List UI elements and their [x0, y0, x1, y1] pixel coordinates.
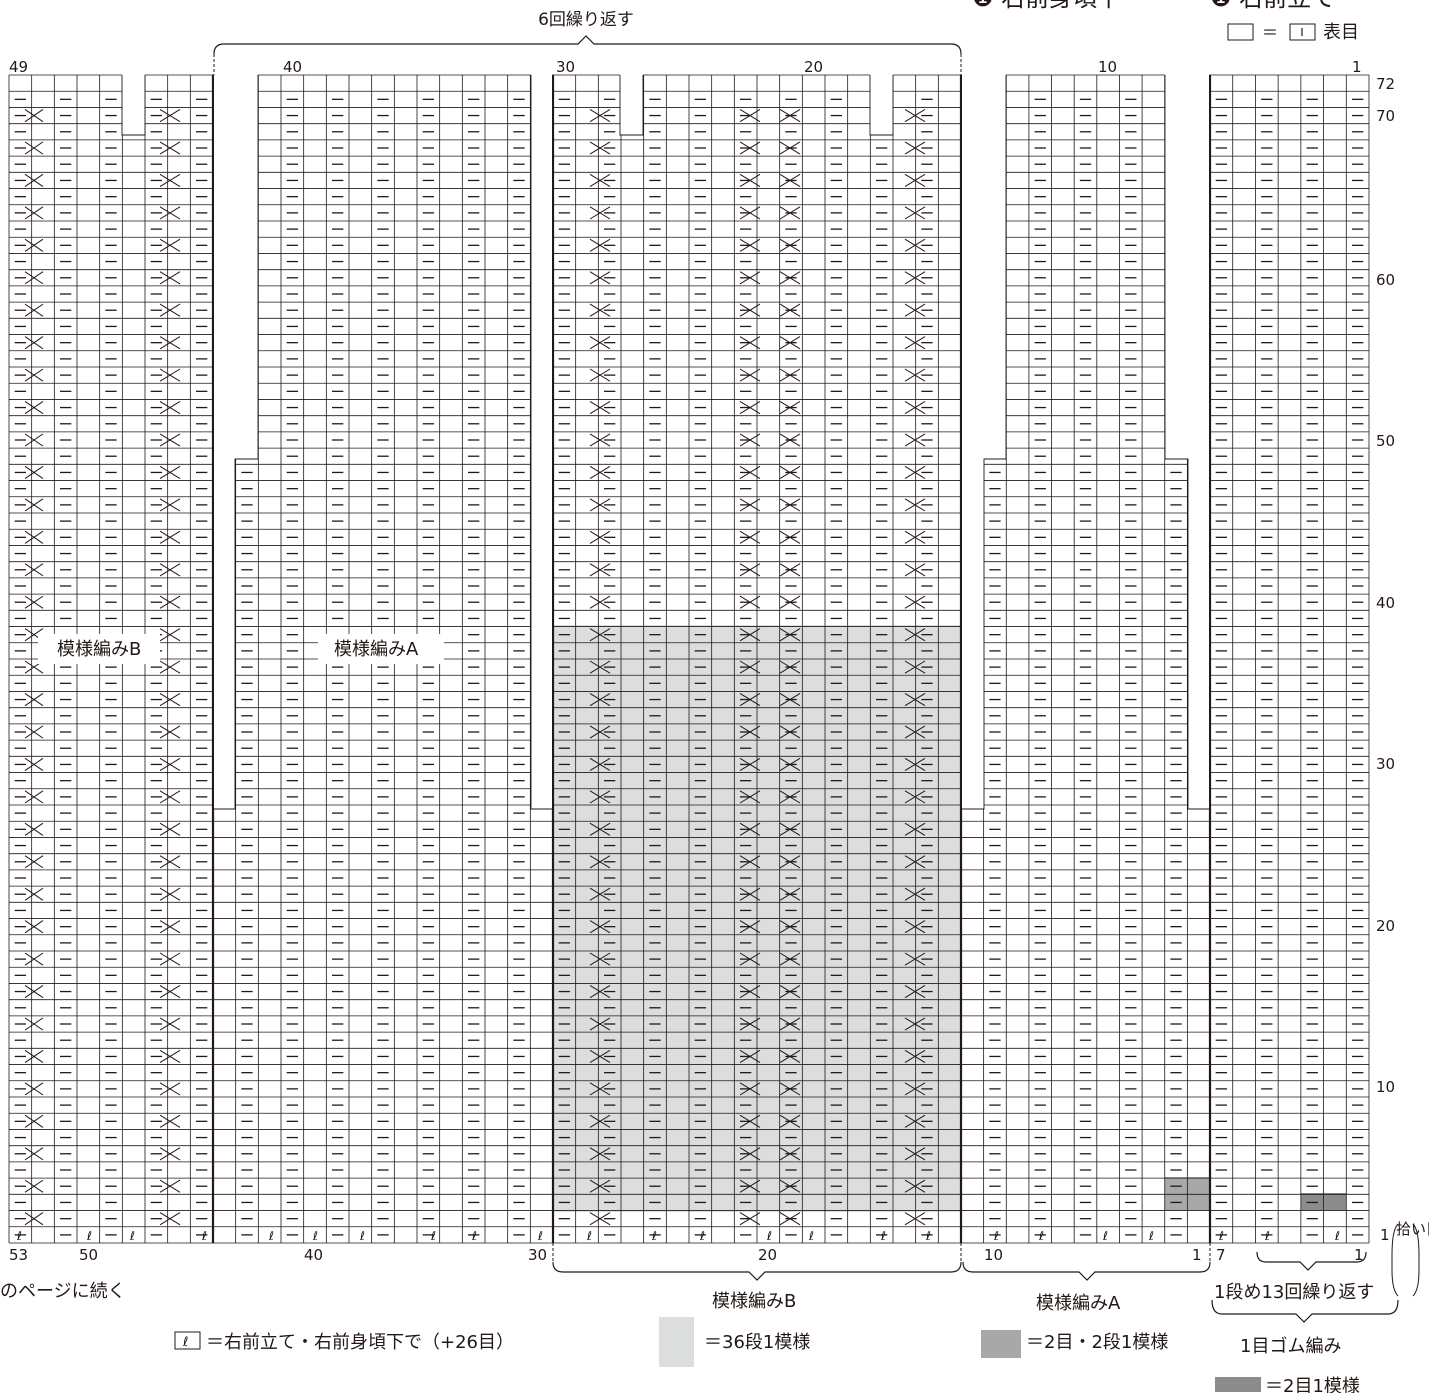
bottom-number: 20	[758, 1246, 777, 1264]
pickup-symbol: ℓ	[312, 1229, 318, 1243]
pickup-symbol: ℓ	[925, 1229, 931, 1243]
knit-symbol-empty	[1227, 23, 1254, 41]
bottom-number: 53	[9, 1246, 28, 1264]
pickup-symbol: ℓ	[766, 1229, 772, 1243]
row-number: 10	[1376, 1078, 1395, 1096]
bottom-number: 1	[1354, 1246, 1364, 1264]
pickup-symbol: ℓ	[201, 1229, 207, 1243]
pattern-b-label: 模様編みB	[712, 1291, 796, 1312]
repeat-label: 6回繰り返す	[538, 10, 634, 30]
pickup-symbol: ℓ	[268, 1229, 274, 1243]
bottom-braces	[552, 1251, 1399, 1323]
light-shade-legend-text: ＝36段1模様	[704, 1332, 810, 1353]
row-number: 70	[1376, 107, 1395, 125]
bottom-number: 1	[1192, 1246, 1202, 1264]
row-number: 1	[1380, 1226, 1390, 1244]
bottom-number: 40	[304, 1246, 323, 1264]
pattern-b-inner-bg	[38, 634, 160, 664]
rib-repeat-label: 1段め13回繰り返す	[1214, 1282, 1374, 1303]
pickup-symbol: ℓ	[808, 1229, 814, 1243]
pickup-symbol: ℓ	[129, 1229, 135, 1243]
dark-shade-legend-text: ＝2目1模様	[1265, 1376, 1360, 1393]
pickup-symbol: ℓ	[1038, 1229, 1044, 1243]
bottom-number: 7	[1216, 1246, 1226, 1264]
row-number: 50	[1376, 432, 1395, 450]
partial-header-right: ❶ 右前立て	[1210, 0, 1335, 12]
pickup-symbol: ℓ	[1334, 1229, 1340, 1243]
row-number: 20	[1376, 917, 1395, 935]
row-number: 60	[1376, 271, 1395, 289]
symbol-legend-text: 表目	[1323, 22, 1359, 43]
bottom-number: 50	[79, 1246, 98, 1264]
top-number: 1	[1352, 58, 1362, 76]
pattern-b-inner-label: 模様編みB	[57, 639, 141, 660]
chart-dividers	[211, 75, 1212, 1243]
pickup-symbol: ℓ	[16, 1229, 22, 1243]
bottom-number: 30	[528, 1246, 547, 1264]
pickup-label-paren	[1391, 1223, 1399, 1297]
pattern-a-label: 模様編みA	[1036, 1293, 1121, 1314]
pattern-a-inner-bg	[318, 634, 444, 664]
rib-label: 1目ゴム編み	[1240, 1336, 1341, 1357]
row-number: 40	[1376, 594, 1395, 612]
top-number: 20	[804, 58, 823, 76]
row-number: 30	[1376, 755, 1395, 773]
pattern-a-inner-label: 模様編みA	[334, 639, 419, 660]
pickup-legend-text: ＝右前立て・右前身頃下で（+26目）	[206, 1332, 514, 1353]
pickup-legend-box	[174, 1331, 201, 1350]
light-shade-swatch	[659, 1317, 694, 1367]
pickup-symbol: ℓ	[1264, 1229, 1270, 1243]
top-number: 49	[9, 58, 28, 76]
pickup-label: 拾い目	[1396, 1220, 1429, 1238]
gap-outlines	[121, 75, 1210, 810]
pickup-symbol: ℓ	[1102, 1229, 1108, 1243]
chart-gaps	[122, 45, 1209, 809]
dark-shade-swatch	[1215, 1377, 1261, 1392]
medium-shade-legend-text: ＝2目・2段1模様	[1026, 1332, 1168, 1353]
pickup-symbol: ℓ	[699, 1229, 705, 1243]
purl-symbols	[14, 98, 1364, 1236]
bottom-number: 10	[984, 1246, 1003, 1264]
pickup-symbol: ℓ	[1148, 1229, 1154, 1243]
pickup-symbol: ℓ	[430, 1229, 436, 1243]
row-number: 72	[1376, 75, 1395, 93]
pickup-symbol: ℓ	[1218, 1229, 1224, 1243]
pickup-symbol: ℓ	[993, 1229, 999, 1243]
pickup-symbol: ℓ	[586, 1229, 592, 1243]
pickup-symbol: ℓ	[651, 1229, 657, 1243]
top-number: 30	[556, 58, 575, 76]
pickup-symbol: ℓ	[471, 1229, 477, 1243]
top-number: 40	[283, 58, 302, 76]
continue-note: のページに続く	[0, 1281, 126, 1302]
partial-header-left: ❶ 右前身頃下	[972, 0, 1121, 12]
pickup-symbol: ℓ	[86, 1229, 92, 1243]
medium-shade-swatch	[981, 1330, 1021, 1358]
pickup-symbol: ℓ	[537, 1229, 543, 1243]
top-number: 10	[1098, 58, 1117, 76]
pickup-symbol: ℓ	[880, 1229, 886, 1243]
cable-symbols	[24, 109, 926, 1226]
repeat-bracket	[213, 35, 962, 55]
pickup-symbol: ℓ	[359, 1229, 365, 1243]
symbol-legend-eq: ＝	[1262, 23, 1278, 42]
pickup-legend-symbol: ℓ	[182, 1335, 188, 1350]
